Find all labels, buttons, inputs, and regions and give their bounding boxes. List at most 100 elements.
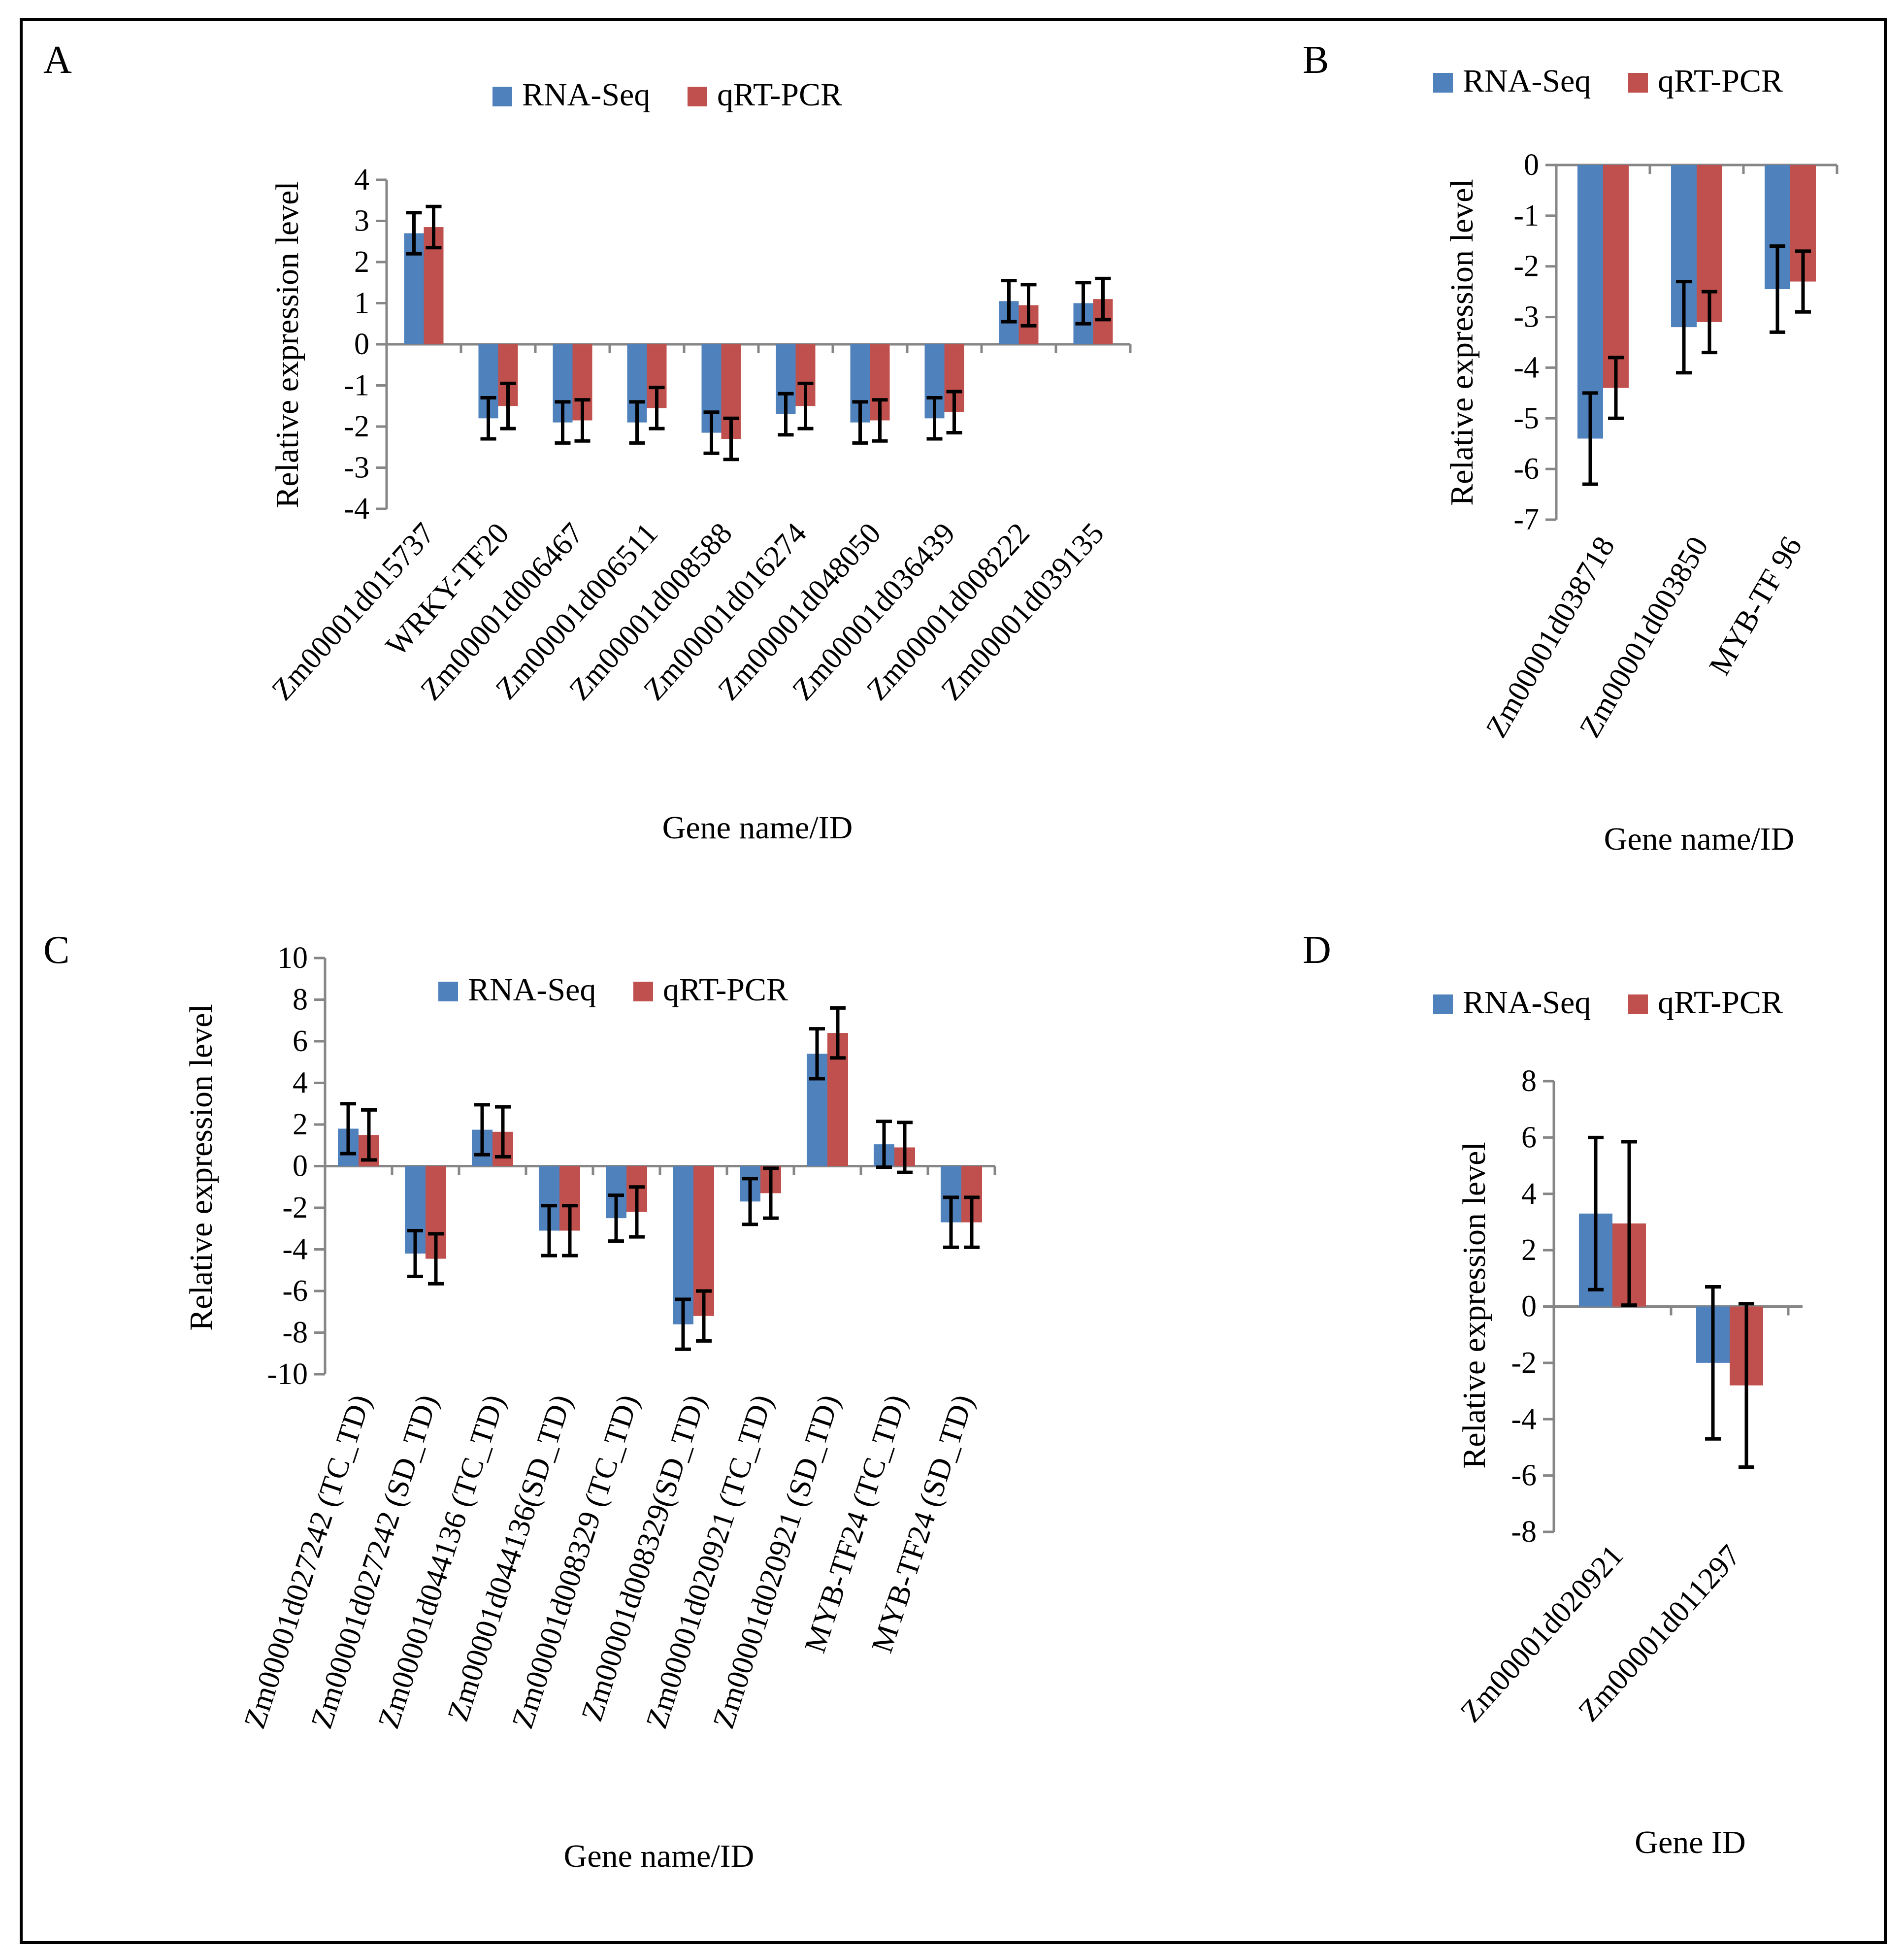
error-bar-qrt-pcr [946,390,962,435]
error-bar-qrt-pcr [500,381,516,430]
y-tick-label: -6 [282,1274,308,1308]
y-tick-label: 4 [354,163,369,197]
y-tick-label: -7 [1513,503,1539,536]
legend: RNA-Seq qRT-PCR [1433,63,1783,99]
y-tick-label: 3 [354,204,369,238]
y-tick-label: 4 [1521,1177,1537,1211]
y-tick-label: -2 [1511,1346,1537,1380]
y-tick-label: -3 [1513,300,1539,334]
error-bar-qrt-pcr [426,204,442,250]
y-tick-label: -3 [344,451,369,485]
panel-letter: B [1303,38,1329,82]
y-tick-label: -2 [282,1191,308,1225]
y-tick-label: -2 [1513,250,1539,283]
error-bar-rna-seq [703,410,720,455]
error-bar-rna-seq [1705,1285,1721,1441]
error-bar-rna-seq [340,1102,356,1156]
error-bar-rna-seq [629,400,645,445]
error-bar-qrt-pcr [562,1204,578,1258]
error-bar-qrt-pcr [763,1166,779,1220]
error-bar-rna-seq [407,1228,423,1278]
legend-swatch-qrt-pcr [1628,994,1648,1014]
legend-label: RNA-Seq [468,972,596,1008]
error-bar-qrt-pcr [361,1108,377,1162]
error-bar-rna-seq [1075,281,1091,326]
error-bar-rna-seq [541,1204,557,1258]
error-bar-qrt-pcr [696,1289,712,1343]
legend-swatch-rna-seq [1433,73,1453,93]
error-bar-rna-seq [809,1027,825,1081]
y-tick-label: -8 [282,1316,308,1350]
error-bar-qrt-pcr [649,386,665,430]
y-tick-label: 0 [1524,148,1539,182]
y-tick-label: 1 [354,287,369,320]
y-tick-label: -6 [1511,1459,1537,1492]
error-bar-qrt-pcr [1608,356,1624,420]
error-bar-qrt-pcr [574,398,591,443]
panel-letter: C [43,928,69,972]
error-bar-qrt-pcr [1702,290,1717,355]
y-tick-label: 0 [293,1150,308,1183]
y-axis-title: Relative expression level [183,1004,219,1330]
y-tick-label: -1 [1513,199,1539,232]
error-bar-rna-seq [876,1120,892,1169]
error-bar-rna-seq [1676,280,1692,375]
legend-swatch-qrt-pcr [1628,73,1648,93]
error-bar-qrt-pcr [1739,1302,1754,1469]
error-bar-rna-seq [852,400,868,445]
error-bar-qrt-pcr [1795,249,1811,314]
y-tick-label: 10 [277,941,308,975]
y-tick-label: 0 [1521,1290,1537,1324]
y-tick-label: 2 [354,245,369,279]
x-axis-title: Gene name/ID [1604,821,1795,857]
error-bar-rna-seq [742,1177,758,1226]
legend-label: qRT-PCR [717,77,842,113]
y-tick-label: 4 [293,1066,308,1100]
y-tick-label: -2 [344,410,369,443]
error-bar-rna-seq [406,211,422,256]
y-tick-label: 8 [1521,1064,1537,1098]
error-bar-qrt-pcr [1020,283,1037,328]
error-bar-rna-seq [1582,391,1598,486]
legend-label: qRT-PCR [663,972,788,1008]
y-tick-label: -5 [1513,401,1539,435]
error-bar-qrt-pcr [797,381,814,430]
legend-label: RNA-Seq [1463,985,1591,1021]
error-bar-rna-seq [926,396,943,441]
legend-label: RNA-Seq [1463,63,1591,99]
error-bar-rna-seq [1001,279,1017,324]
y-tick-label: -4 [1513,351,1539,384]
error-bar-qrt-pcr [1621,1140,1637,1307]
legend-swatch-qrt-pcr [688,87,707,106]
error-bar-qrt-pcr [629,1185,645,1239]
error-bar-qrt-pcr [872,398,888,443]
panel-letter: D [1303,928,1331,972]
legend-label: qRT-PCR [1658,63,1783,99]
error-bar-rna-seq [480,396,496,441]
y-tick-label: -4 [282,1233,308,1266]
y-tick-label: 8 [293,983,308,1017]
x-axis-title: Gene name/ID [662,810,853,846]
y-tick-label: 6 [293,1025,308,1058]
legend-swatch-rna-seq [1433,994,1453,1014]
error-bar-rna-seq [1588,1135,1604,1291]
error-bar-qrt-pcr [964,1195,980,1249]
x-axis-title: Gene ID [1635,1824,1745,1860]
y-tick-label: 2 [1521,1233,1537,1267]
legend-swatch-rna-seq [438,982,458,1001]
error-bar-rna-seq [1770,244,1785,334]
y-tick-label: 2 [293,1108,308,1141]
error-bar-qrt-pcr [897,1121,913,1174]
y-tick-label: -4 [1511,1402,1537,1436]
legend-label: qRT-PCR [1658,985,1783,1021]
error-bar-rna-seq [675,1297,691,1351]
error-bar-rna-seq [608,1193,624,1243]
legend: RNA-Seq qRT-PCR [1433,985,1783,1021]
y-axis-title: Relative expression level [1456,1142,1492,1468]
error-bar-rna-seq [555,400,571,445]
error-bar-qrt-pcr [428,1232,444,1286]
legend-swatch-rna-seq [492,87,512,106]
y-tick-label: -6 [1513,452,1539,486]
